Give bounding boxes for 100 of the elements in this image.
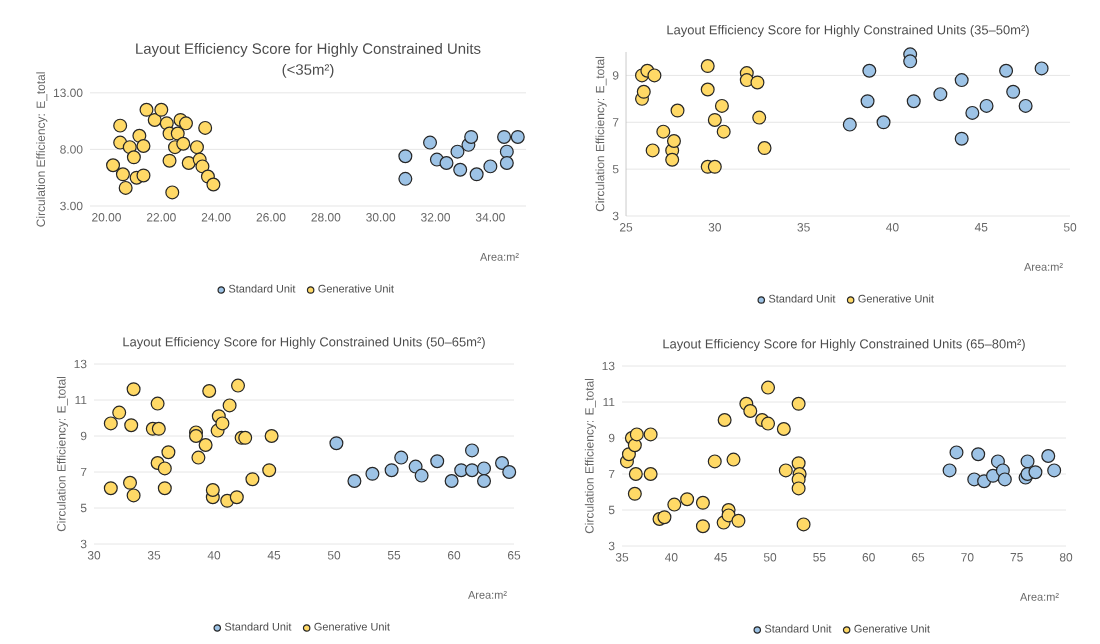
point [151, 421, 166, 436]
point [862, 63, 877, 78]
point [477, 461, 492, 476]
point [126, 488, 141, 503]
point [665, 152, 680, 167]
point [791, 481, 806, 496]
point [136, 168, 151, 183]
point [439, 155, 454, 170]
point [949, 445, 964, 460]
point [347, 474, 362, 488]
point [979, 98, 994, 113]
point [202, 383, 217, 398]
point [1041, 449, 1056, 463]
point [627, 486, 642, 501]
point [628, 467, 643, 481]
point [150, 396, 165, 411]
point [222, 398, 237, 413]
point [264, 429, 279, 443]
point [707, 159, 722, 174]
point [483, 159, 498, 174]
point [680, 492, 695, 507]
point [643, 467, 658, 481]
point [971, 447, 986, 462]
point [115, 167, 130, 182]
point [778, 463, 793, 478]
point [231, 378, 246, 393]
point [657, 510, 672, 525]
point [157, 461, 172, 476]
point [1034, 61, 1049, 76]
point [695, 495, 710, 510]
point [791, 396, 806, 411]
point [162, 153, 177, 168]
point [499, 144, 514, 159]
point [842, 117, 857, 132]
point [954, 131, 969, 146]
point [776, 421, 791, 436]
point [1047, 463, 1062, 478]
point [161, 445, 176, 460]
point [147, 112, 162, 127]
point [700, 82, 715, 97]
point [157, 481, 172, 496]
point [761, 380, 776, 395]
point [198, 120, 213, 135]
point [906, 94, 921, 109]
point [752, 110, 767, 125]
point [113, 118, 128, 133]
point [165, 185, 180, 200]
point [860, 94, 875, 109]
point [103, 481, 118, 496]
point [726, 452, 741, 467]
point [469, 167, 484, 182]
point [954, 73, 969, 88]
point [124, 418, 139, 433]
point [136, 139, 151, 153]
point [761, 416, 776, 431]
point [206, 177, 221, 192]
point [510, 129, 525, 144]
point [170, 126, 185, 141]
point [707, 112, 722, 127]
point [707, 454, 722, 469]
point [394, 450, 409, 465]
point [453, 162, 468, 177]
point [999, 63, 1014, 78]
point [398, 149, 413, 164]
point [695, 519, 710, 534]
point [743, 403, 758, 418]
point [103, 416, 118, 431]
point [229, 490, 244, 505]
point [656, 124, 671, 139]
point [903, 54, 918, 69]
point [106, 158, 121, 173]
point [714, 98, 729, 113]
point [647, 68, 662, 83]
point [1028, 465, 1043, 480]
point [495, 456, 510, 470]
point [450, 144, 465, 159]
point [139, 102, 154, 117]
point [670, 103, 685, 118]
point [398, 171, 413, 186]
point [205, 483, 220, 497]
point [126, 382, 141, 397]
point [1020, 454, 1035, 469]
point [757, 141, 772, 156]
point [796, 517, 811, 532]
point [444, 474, 459, 488]
point [1018, 98, 1033, 113]
point [191, 450, 206, 465]
point [933, 87, 948, 102]
point [716, 124, 731, 139]
point [965, 105, 980, 120]
point [465, 443, 480, 458]
point [181, 155, 196, 170]
point [176, 136, 191, 151]
point [195, 159, 210, 174]
point [643, 427, 658, 442]
point [430, 454, 445, 469]
point [731, 513, 746, 528]
point [477, 474, 492, 488]
point [629, 427, 644, 442]
point [365, 466, 380, 481]
